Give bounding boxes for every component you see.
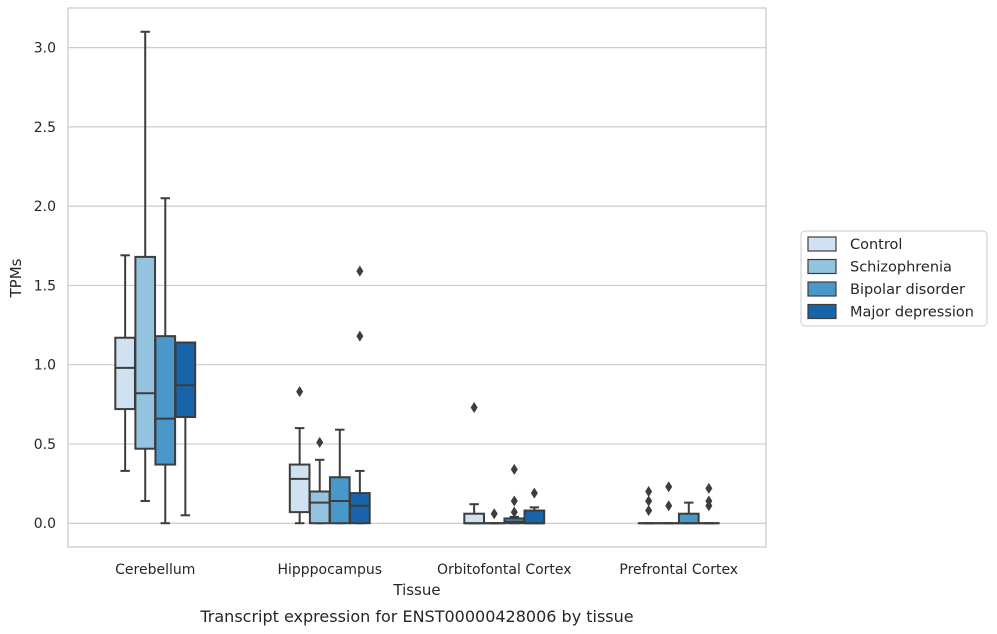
box-2-3	[677, 501, 700, 525]
box-body	[677, 512, 700, 525]
box-series	[114, 30, 720, 525]
x-tick-label-0: Cerebellum	[115, 562, 195, 578]
legend-label: Control	[850, 237, 902, 253]
legend-item-1: Schizophrenia	[807, 258, 952, 276]
outlier-0	[530, 487, 538, 499]
legend-label: Schizophrenia	[850, 260, 952, 276]
box-body	[463, 512, 485, 525]
box-3-3	[698, 482, 720, 525]
x-tick-labels: Cerebellum Hipppocampus Orbitofontal Corte…	[115, 562, 738, 578]
outlier-0	[665, 500, 673, 512]
y-tick-label-3: 1.5	[34, 278, 56, 294]
outlier-1	[665, 481, 673, 493]
legend-label: Bipolar disorder	[850, 282, 965, 298]
box-2-0	[154, 197, 177, 525]
y-tick-label-1: 0.5	[34, 437, 56, 453]
outlier-2	[510, 463, 518, 475]
legend: Control Schizophrenia Bipolar disorder Majo…	[800, 230, 988, 327]
y-tick-label-0: 0.0	[34, 516, 56, 532]
y-tick-label-5: 2.5	[34, 120, 56, 136]
legend-swatch	[807, 236, 837, 252]
outlier-0	[296, 386, 304, 398]
legend-swatch	[807, 303, 837, 320]
box-body	[349, 492, 371, 525]
plot-frame	[67, 7, 767, 548]
legend-label: Major depression	[850, 305, 974, 321]
box-0-3	[637, 486, 660, 525]
outlier-0	[316, 436, 324, 448]
outlier-1	[645, 495, 653, 507]
y-tick-labels: 0.0 0.5 1.0 1.5 2.0 2.5 3.0	[34, 41, 56, 533]
box-body	[523, 509, 546, 525]
outlier-1	[705, 495, 713, 507]
plot-background	[68, 8, 766, 547]
box-0-1	[288, 386, 311, 525]
legend-item-3: Major depression	[807, 303, 974, 321]
chart-caption: Transcript expression for ENST0000042800…	[199, 607, 633, 626]
outlier-0	[645, 505, 653, 517]
x-tick-label-2: Orbitofontal Cortex	[437, 562, 572, 578]
legend-frame	[800, 230, 988, 327]
outlier-0	[490, 508, 498, 520]
outlier-2	[705, 482, 713, 494]
box-2-1	[328, 428, 351, 525]
box-body	[288, 463, 311, 514]
box-body	[174, 341, 197, 419]
outlier-2	[645, 486, 653, 498]
box-2-2	[503, 463, 526, 525]
legend-swatch	[807, 258, 837, 275]
box-1-1	[308, 436, 331, 525]
y-tick-label-2: 1.0	[34, 358, 56, 374]
box-3-2	[523, 487, 546, 525]
outlier-1	[510, 495, 518, 507]
series-1	[134, 30, 680, 525]
outlier-0	[510, 506, 518, 518]
series-3	[174, 265, 720, 525]
box-body	[154, 335, 177, 466]
box-3-1	[349, 265, 371, 525]
outlier-0	[356, 330, 364, 342]
box-1-3	[657, 481, 680, 525]
series-0	[114, 254, 660, 525]
box-body	[134, 255, 157, 450]
x-axis-title: Tissue	[392, 581, 440, 599]
x-tick-label-1: Hipppocampus	[277, 562, 382, 578]
series-2	[154, 197, 700, 525]
outlier-0	[470, 401, 478, 413]
legend-swatch	[807, 281, 837, 297]
y-axis-title: TPMs	[7, 258, 25, 298]
box-3-0	[174, 341, 197, 517]
y-tick-label-6: 3.0	[34, 41, 56, 57]
legend-item-0: Control	[807, 236, 902, 253]
x-tick-label-3: Prefrontal Cortex	[619, 562, 738, 578]
y-tick-label-4: 2.0	[34, 199, 56, 215]
box-0-2	[463, 401, 485, 525]
box-body	[308, 490, 331, 525]
box-body	[114, 336, 136, 411]
legend-item-2: Bipolar disorder	[807, 281, 965, 298]
outlier-1	[356, 265, 364, 277]
